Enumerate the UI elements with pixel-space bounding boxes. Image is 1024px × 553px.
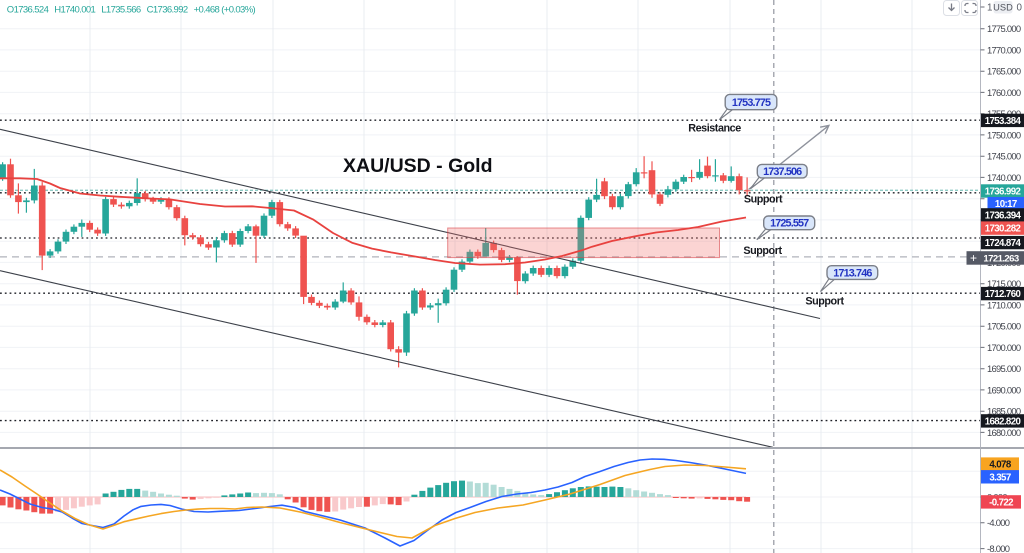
svg-text:1737.506: 1737.506 xyxy=(763,166,802,178)
svg-text:1750.000: 1750.000 xyxy=(987,129,1021,140)
svg-text:Support: Support xyxy=(805,296,844,308)
svg-text:Support: Support xyxy=(744,194,783,206)
svg-text:1705.000: 1705.000 xyxy=(987,321,1021,332)
svg-text:+: + xyxy=(970,251,977,265)
svg-text:Support: Support xyxy=(743,245,782,257)
svg-text:1: 1 xyxy=(987,3,992,14)
svg-text:1680.000: 1680.000 xyxy=(987,427,1021,438)
svg-text:1724.874: 1724.874 xyxy=(985,238,1022,249)
svg-text:4.078: 4.078 xyxy=(989,460,1011,471)
svg-text:1682.820: 1682.820 xyxy=(985,416,1021,427)
svg-text:1715.000: 1715.000 xyxy=(987,278,1021,289)
svg-text:1740.000: 1740.000 xyxy=(987,172,1021,183)
svg-text:1712.760: 1712.760 xyxy=(985,289,1021,300)
svg-text:1736.992: 1736.992 xyxy=(985,187,1021,198)
svg-text:-8.000: -8.000 xyxy=(987,543,1010,553)
svg-text:1710.000: 1710.000 xyxy=(987,299,1021,310)
svg-text:1760.000: 1760.000 xyxy=(987,87,1021,98)
svg-text:-4.000: -4.000 xyxy=(987,517,1010,528)
svg-text:3.357: 3.357 xyxy=(989,472,1010,483)
svg-text:1755.000: 1755.000 xyxy=(987,108,1021,119)
svg-text:1725.557: 1725.557 xyxy=(770,218,809,230)
svg-text:1700.000: 1700.000 xyxy=(987,342,1021,353)
svg-text:1753.775: 1753.775 xyxy=(732,97,771,109)
svg-text:1745.000: 1745.000 xyxy=(987,151,1021,162)
svg-text:USD: USD xyxy=(993,3,1013,13)
svg-text:1770.000: 1770.000 xyxy=(987,44,1021,55)
svg-text:1685.000: 1685.000 xyxy=(987,406,1021,417)
svg-text:1695.000: 1695.000 xyxy=(987,363,1021,374)
svg-text:0: 0 xyxy=(1017,3,1023,14)
svg-text:1775.000: 1775.000 xyxy=(987,23,1021,34)
svg-text:1765.000: 1765.000 xyxy=(987,66,1021,77)
svg-text:O1736.524 H1740.001 L1735.: O1736.524 H1740.001 L1735.566 C1736.992 … xyxy=(7,4,256,15)
svg-text:1713.746: 1713.746 xyxy=(833,267,872,279)
svg-text:10:17: 10:17 xyxy=(995,199,1017,210)
svg-text:1721.263: 1721.263 xyxy=(983,254,1018,265)
svg-text:1753.384: 1753.384 xyxy=(985,116,1022,127)
svg-text:Resistance: Resistance xyxy=(688,123,741,135)
svg-text:1730.282: 1730.282 xyxy=(985,224,1021,235)
svg-text:-0.722: -0.722 xyxy=(989,497,1013,508)
svg-text:XAU/USD - Gold: XAU/USD - Gold xyxy=(343,155,493,177)
svg-text:1736.394: 1736.394 xyxy=(985,210,1022,221)
svg-text:1690.000: 1690.000 xyxy=(987,384,1021,395)
